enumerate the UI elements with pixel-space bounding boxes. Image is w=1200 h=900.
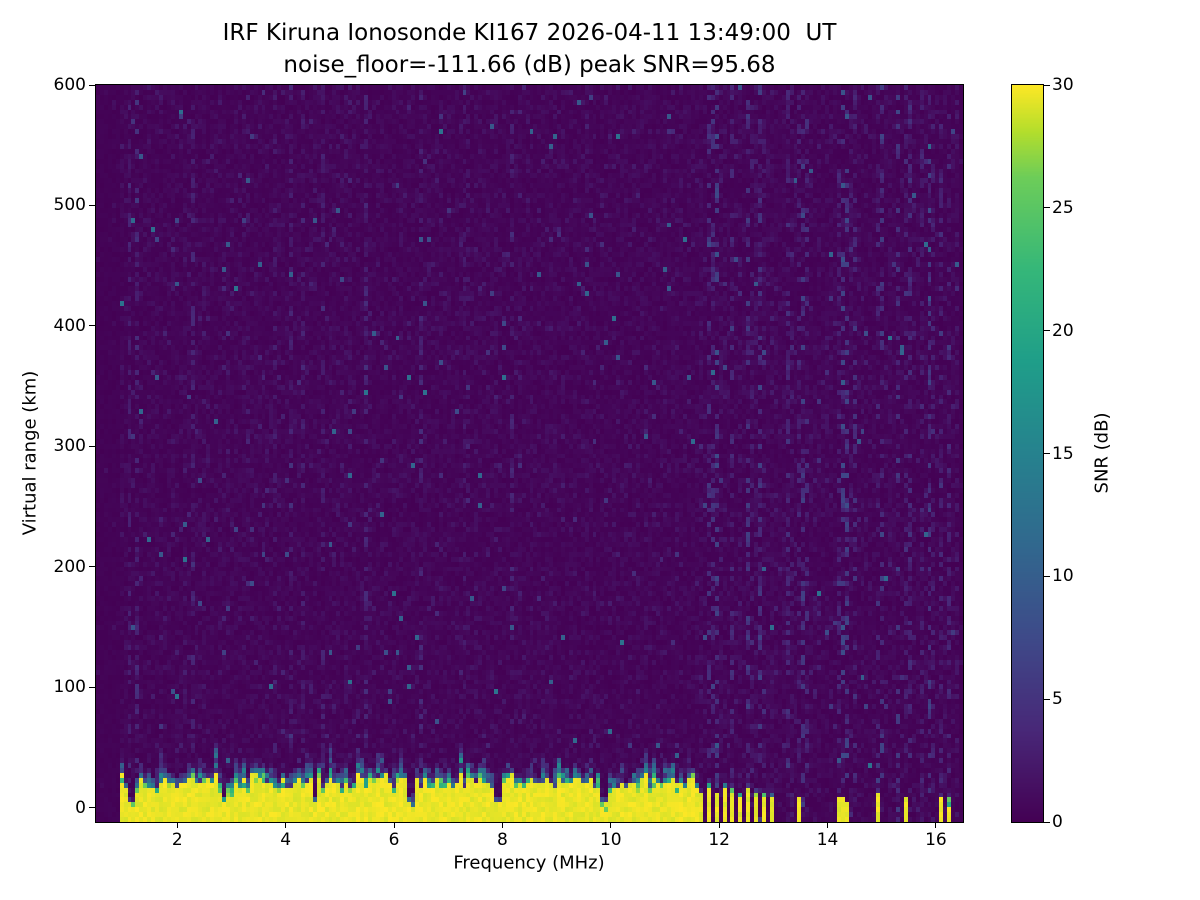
ionogram-heatmap — [96, 85, 963, 822]
x-tick-label: 2 — [171, 830, 183, 850]
colorbar-tick-mark — [1044, 84, 1050, 86]
x-tick-mark — [176, 822, 178, 828]
y-tick-label: 500 — [53, 195, 86, 216]
colorbar-tick-mark — [1044, 330, 1050, 332]
x-tick-mark — [718, 822, 720, 828]
colorbar-tick-mark — [1044, 207, 1050, 209]
y-tick-label: 600 — [53, 75, 86, 95]
colorbar-tick-mark — [1044, 575, 1050, 577]
x-tick-label: 16 — [925, 830, 947, 850]
x-tick-mark — [393, 822, 395, 828]
x-tick-label: 4 — [280, 830, 292, 850]
colorbar-tick-label: 15 — [1052, 443, 1074, 464]
x-tick-mark — [935, 822, 937, 828]
colorbar-tick-label: 0 — [1052, 812, 1063, 832]
y-tick-label: 400 — [53, 315, 86, 336]
plot-area — [95, 84, 964, 823]
y-tick-mark — [89, 325, 95, 327]
chart-title: IRF Kiruna Ionosonde KI167 2026-04-11 13… — [222, 20, 837, 46]
colorbar-tick-mark — [1044, 698, 1050, 700]
colorbar-tick-label: 25 — [1052, 197, 1074, 218]
colorbar — [1011, 84, 1044, 823]
colorbar-tick-label: 20 — [1052, 320, 1074, 341]
colorbar-tick-label: 10 — [1052, 566, 1074, 587]
colorbar-tick-label: 5 — [1052, 689, 1063, 710]
x-axis-label: Frequency (MHz) — [453, 852, 605, 874]
y-tick-label: 200 — [53, 556, 86, 577]
colorbar-tick-mark — [1044, 453, 1050, 454]
y-tick-mark — [89, 204, 95, 206]
x-tick-mark — [610, 822, 612, 828]
chart-subtitle: noise_floor=-111.66 (dB) peak SNR=95.68 — [283, 52, 776, 78]
x-tick-mark — [827, 822, 829, 828]
y-tick-mark — [89, 84, 95, 86]
y-tick-label: 300 — [53, 436, 86, 457]
x-tick-label: 6 — [388, 830, 400, 850]
x-tick-label: 14 — [816, 830, 839, 850]
x-tick-label: 10 — [599, 830, 622, 850]
colorbar-gradient — [1012, 85, 1043, 822]
x-tick-mark — [285, 822, 287, 828]
y-tick-mark — [89, 807, 95, 809]
colorbar-tick-label: 30 — [1052, 75, 1074, 95]
y-tick-mark — [89, 686, 95, 688]
x-tick-label: 12 — [708, 830, 730, 850]
y-tick-mark — [89, 445, 95, 447]
x-tick-label: 8 — [496, 830, 508, 850]
y-tick-label: 100 — [53, 677, 86, 698]
y-tick-label: 0 — [75, 797, 86, 818]
x-tick-mark — [501, 822, 503, 828]
y-tick-mark — [89, 566, 95, 568]
colorbar-tick-mark — [1044, 821, 1050, 823]
